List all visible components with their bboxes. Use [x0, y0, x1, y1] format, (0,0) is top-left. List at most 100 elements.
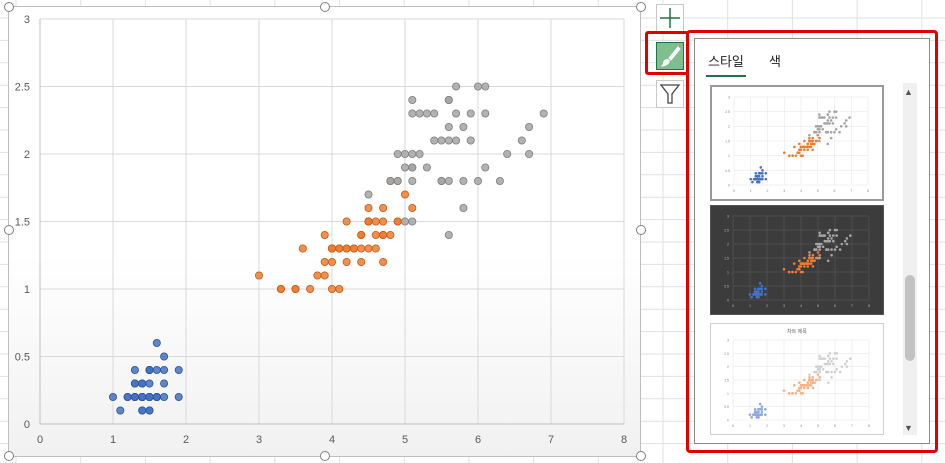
data-point-series-2[interactable] — [393, 217, 402, 226]
data-point-series-3[interactable] — [364, 190, 373, 199]
resize-handle-top[interactable] — [320, 2, 330, 12]
data-point-series-3[interactable] — [408, 149, 417, 158]
data-point-series-3[interactable] — [422, 163, 431, 172]
data-point-series-3[interactable] — [415, 109, 424, 118]
data-point-series-3[interactable] — [393, 149, 402, 158]
data-point-series-2[interactable] — [357, 230, 366, 239]
data-point-series-2[interactable] — [320, 230, 329, 239]
data-point-series-1[interactable] — [138, 379, 147, 388]
data-point-series-2[interactable] — [298, 244, 307, 253]
data-point-series-2[interactable] — [335, 244, 344, 253]
data-point-series-3[interactable] — [459, 176, 468, 185]
data-point-series-2[interactable] — [327, 284, 336, 293]
chart-elements-button[interactable] — [656, 4, 684, 32]
data-point-series-3[interactable] — [393, 176, 402, 185]
data-point-series-2[interactable] — [342, 217, 351, 226]
data-point-series-3[interactable] — [452, 109, 461, 118]
data-point-series-2[interactable] — [371, 217, 380, 226]
resize-handle-bottom[interactable] — [320, 451, 330, 461]
data-point-series-3[interactable] — [444, 136, 453, 145]
data-point-series-3[interactable] — [503, 149, 512, 158]
data-point-series-1[interactable] — [160, 392, 169, 401]
data-point-series-2[interactable] — [364, 203, 373, 212]
scatter-chart[interactable]: 0 1 2 3 4 5 6 7 8 0 0.5 1 1.5 2 2.5 3 — [4, 2, 646, 461]
data-point-series-1[interactable] — [123, 392, 132, 401]
style-thumbnail-3[interactable]: 차트 제목 0 1 2 3 4 5 6 7 8 0 0.5 1 1.5 2 2.5 3 — [710, 323, 884, 435]
data-point-series-3[interactable] — [408, 176, 417, 185]
data-point-series-1[interactable] — [160, 352, 169, 361]
resize-handle-top-right[interactable] — [636, 2, 646, 12]
data-point-series-2[interactable] — [400, 190, 409, 199]
data-point-series-2[interactable] — [313, 271, 322, 280]
data-point-series-3[interactable] — [481, 109, 490, 118]
tab-color[interactable]: 색 — [769, 54, 781, 69]
data-point-series-2[interactable] — [357, 257, 366, 266]
data-point-series-3[interactable] — [452, 136, 461, 145]
data-point-series-2[interactable] — [320, 271, 329, 280]
data-point-series-2[interactable] — [357, 244, 366, 253]
data-point-series-1[interactable] — [116, 406, 125, 415]
data-point-series-3[interactable] — [444, 176, 453, 185]
data-point-series-2[interactable] — [342, 244, 351, 253]
data-point-series-3[interactable] — [517, 136, 526, 145]
style-thumbnail-2[interactable]: 0 1 2 3 4 5 6 7 8 0 0.5 1 1.5 2 2.5 3 — [710, 205, 884, 315]
data-point-series-3[interactable] — [437, 136, 446, 145]
data-point-series-2[interactable] — [306, 284, 315, 293]
data-point-series-2[interactable] — [379, 257, 388, 266]
data-point-series-3[interactable] — [400, 149, 409, 158]
data-point-series-2[interactable] — [327, 257, 336, 266]
data-point-series-3[interactable] — [539, 109, 548, 118]
data-point-series-3[interactable] — [444, 96, 453, 105]
data-point-series-2[interactable] — [349, 244, 358, 253]
data-point-series-3[interactable] — [473, 82, 482, 91]
scroll-up-arrow-icon[interactable]: ▲ — [904, 87, 913, 97]
data-point-series-1[interactable] — [174, 365, 183, 374]
chart-styles-button[interactable] — [656, 42, 684, 70]
data-point-series-3[interactable] — [473, 176, 482, 185]
data-point-series-3[interactable] — [437, 176, 446, 185]
data-point-series-3[interactable] — [408, 109, 417, 118]
data-point-series-3[interactable] — [400, 217, 409, 226]
data-point-series-3[interactable] — [444, 123, 453, 132]
data-point-series-3[interactable] — [444, 230, 453, 239]
data-point-series-1[interactable] — [138, 406, 147, 415]
data-point-series-3[interactable] — [495, 176, 504, 185]
data-point-series-2[interactable] — [379, 230, 388, 239]
data-point-series-2[interactable] — [371, 244, 380, 253]
data-point-series-3[interactable] — [415, 149, 424, 158]
data-point-series-3[interactable] — [408, 96, 417, 105]
resize-handle-left[interactable] — [4, 225, 14, 235]
data-point-series-3[interactable] — [459, 123, 468, 132]
data-point-series-2[interactable] — [379, 217, 388, 226]
data-point-series-3[interactable] — [459, 203, 468, 212]
data-point-series-3[interactable] — [525, 123, 534, 132]
resize-handle-bottom-left[interactable] — [4, 451, 14, 461]
data-point-series-3[interactable] — [481, 163, 490, 172]
data-point-series-3[interactable] — [430, 136, 439, 145]
data-point-series-2[interactable] — [379, 203, 388, 212]
panel-scrollbar-thumb[interactable] — [905, 275, 915, 361]
data-point-series-1[interactable] — [160, 379, 169, 388]
data-point-series-3[interactable] — [422, 109, 431, 118]
resize-handle-right[interactable] — [636, 225, 646, 235]
data-point-series-1[interactable] — [174, 392, 183, 401]
data-point-series-1[interactable] — [130, 365, 139, 374]
data-point-series-3[interactable] — [466, 136, 475, 145]
data-point-series-1[interactable] — [152, 365, 161, 374]
data-point-series-2[interactable] — [386, 230, 395, 239]
data-point-series-1[interactable] — [130, 379, 139, 388]
resize-handle-top-left[interactable] — [4, 2, 14, 12]
data-point-series-3[interactable] — [466, 109, 475, 118]
data-point-series-3[interactable] — [400, 163, 409, 172]
data-point-series-1[interactable] — [109, 392, 118, 401]
data-point-series-3[interactable] — [452, 82, 461, 91]
data-point-series-3[interactable] — [408, 163, 417, 172]
data-point-series-1[interactable] — [152, 338, 161, 347]
data-point-series-3[interactable] — [525, 149, 534, 158]
data-point-series-2[interactable] — [254, 271, 263, 280]
data-point-series-1[interactable] — [130, 392, 139, 401]
data-point-series-2[interactable] — [327, 244, 336, 253]
data-point-series-1[interactable] — [145, 365, 154, 374]
data-point-series-3[interactable] — [430, 109, 439, 118]
data-point-series-3[interactable] — [408, 217, 417, 226]
